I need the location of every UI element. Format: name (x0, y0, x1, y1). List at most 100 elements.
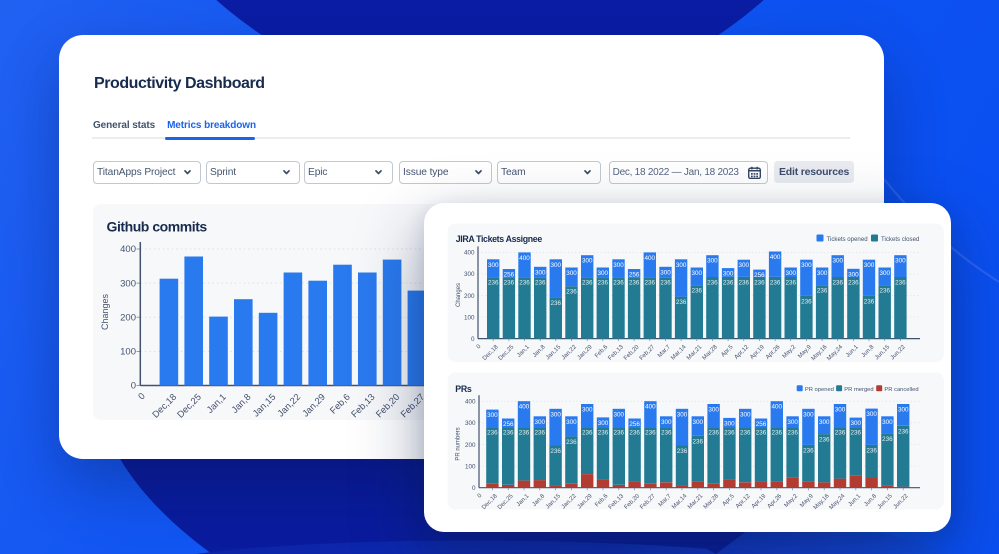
svg-text:300: 300 (708, 407, 719, 414)
svg-text:400: 400 (772, 404, 783, 411)
svg-text:300: 300 (660, 269, 671, 276)
svg-text:236: 236 (645, 430, 656, 437)
svg-text:300: 300 (598, 420, 609, 427)
svg-text:236: 236 (864, 298, 875, 305)
svg-text:400: 400 (519, 404, 530, 411)
svg-text:300: 300 (566, 270, 577, 277)
svg-text:300: 300 (801, 262, 812, 269)
svg-text:300: 300 (550, 411, 561, 418)
svg-text:400: 400 (465, 399, 476, 406)
svg-text:236: 236 (613, 280, 624, 287)
svg-text:300: 300 (785, 270, 796, 277)
svg-text:236: 236 (770, 280, 781, 287)
svg-text:400: 400 (645, 255, 656, 262)
svg-text:236: 236 (772, 430, 783, 437)
svg-text:300: 300 (613, 262, 624, 269)
svg-text:236: 236 (803, 447, 814, 454)
svg-text:236: 236 (614, 430, 625, 437)
svg-text:PR numbers: PR numbers (456, 427, 462, 460)
svg-text:0: 0 (136, 391, 147, 402)
svg-text:236: 236 (598, 430, 609, 437)
svg-text:300: 300 (879, 270, 890, 277)
svg-text:PR cancelled: PR cancelled (884, 387, 918, 393)
svg-text:100: 100 (464, 314, 475, 321)
svg-text:Changes: Changes (456, 283, 462, 307)
svg-text:236: 236 (661, 430, 672, 437)
svg-text:400: 400 (645, 404, 656, 411)
svg-text:300: 300 (803, 411, 814, 418)
svg-text:PR opened: PR opened (805, 387, 834, 393)
svg-text:0: 0 (477, 492, 484, 499)
svg-text:256: 256 (754, 272, 765, 279)
svg-text:236: 236 (819, 437, 830, 444)
svg-text:300: 300 (582, 258, 593, 265)
svg-text:236: 236 (787, 430, 798, 437)
svg-text:300: 300 (582, 407, 593, 414)
svg-text:236: 236 (582, 430, 593, 437)
svg-text:400: 400 (120, 244, 136, 255)
svg-text:236: 236 (898, 428, 909, 435)
svg-text:236: 236 (724, 430, 735, 437)
svg-text:0: 0 (472, 485, 476, 492)
svg-text:236: 236 (566, 289, 577, 296)
svg-text:236: 236 (817, 288, 828, 295)
svg-text:300: 300 (723, 271, 734, 278)
svg-text:236: 236 (519, 430, 530, 437)
svg-text:236: 236 (550, 448, 561, 455)
svg-text:400: 400 (770, 254, 781, 261)
svg-text:300: 300 (851, 420, 862, 427)
svg-text:236: 236 (879, 288, 890, 295)
svg-text:200: 200 (120, 312, 136, 323)
svg-text:236: 236 (660, 280, 671, 287)
svg-text:256: 256 (504, 272, 515, 279)
svg-text:200: 200 (464, 293, 475, 300)
svg-text:236: 236 (756, 430, 767, 437)
svg-text:300: 300 (535, 269, 546, 276)
svg-text:Tickets closed: Tickets closed (881, 236, 919, 243)
svg-text:236: 236 (707, 280, 718, 287)
svg-text:300: 300 (707, 258, 718, 265)
svg-text:236: 236 (693, 438, 704, 445)
svg-text:236: 236 (708, 430, 719, 437)
svg-text:JIRA Tickets Assignee: JIRA Tickets Assignee (456, 234, 543, 244)
svg-text:236: 236 (629, 280, 640, 287)
svg-text:300: 300 (465, 420, 476, 427)
svg-text:300: 300 (739, 262, 750, 269)
svg-text:236: 236 (882, 436, 893, 443)
svg-text:300: 300 (535, 419, 546, 426)
svg-text:236: 236 (740, 430, 751, 437)
svg-text:256: 256 (629, 272, 640, 279)
svg-text:300: 300 (864, 262, 875, 269)
svg-text:236: 236 (535, 430, 546, 437)
svg-text:300: 300 (464, 271, 475, 278)
svg-text:300: 300 (835, 407, 846, 414)
svg-text:300: 300 (598, 270, 609, 277)
svg-text:Changes: Changes (100, 293, 110, 330)
svg-text:300: 300 (566, 419, 577, 426)
svg-text:200: 200 (465, 442, 476, 449)
svg-text:300: 300 (120, 278, 136, 289)
svg-text:100: 100 (120, 347, 136, 358)
svg-text:236: 236 (851, 430, 862, 437)
svg-text:236: 236 (582, 280, 593, 287)
svg-text:236: 236 (504, 280, 515, 287)
svg-text:300: 300 (817, 270, 828, 277)
svg-text:300: 300 (882, 419, 893, 426)
svg-text:300: 300 (488, 262, 499, 269)
svg-text:236: 236 (503, 430, 514, 437)
svg-text:236: 236 (629, 430, 640, 437)
svg-text:300: 300 (661, 419, 672, 426)
svg-text:Tickets opened: Tickets opened (827, 236, 868, 243)
svg-text:236: 236 (676, 299, 687, 306)
svg-text:300: 300 (895, 258, 906, 265)
svg-text:300: 300 (676, 262, 687, 269)
svg-text:236: 236 (785, 280, 796, 287)
svg-text:PR merged: PR merged (844, 387, 873, 393)
svg-text:236: 236 (551, 300, 562, 307)
svg-text:300: 300 (848, 271, 859, 278)
svg-text:236: 236 (598, 280, 609, 287)
svg-text:236: 236 (723, 280, 734, 287)
svg-text:300: 300 (819, 419, 830, 426)
svg-text:236: 236 (754, 280, 765, 287)
svg-text:300: 300 (724, 420, 735, 427)
